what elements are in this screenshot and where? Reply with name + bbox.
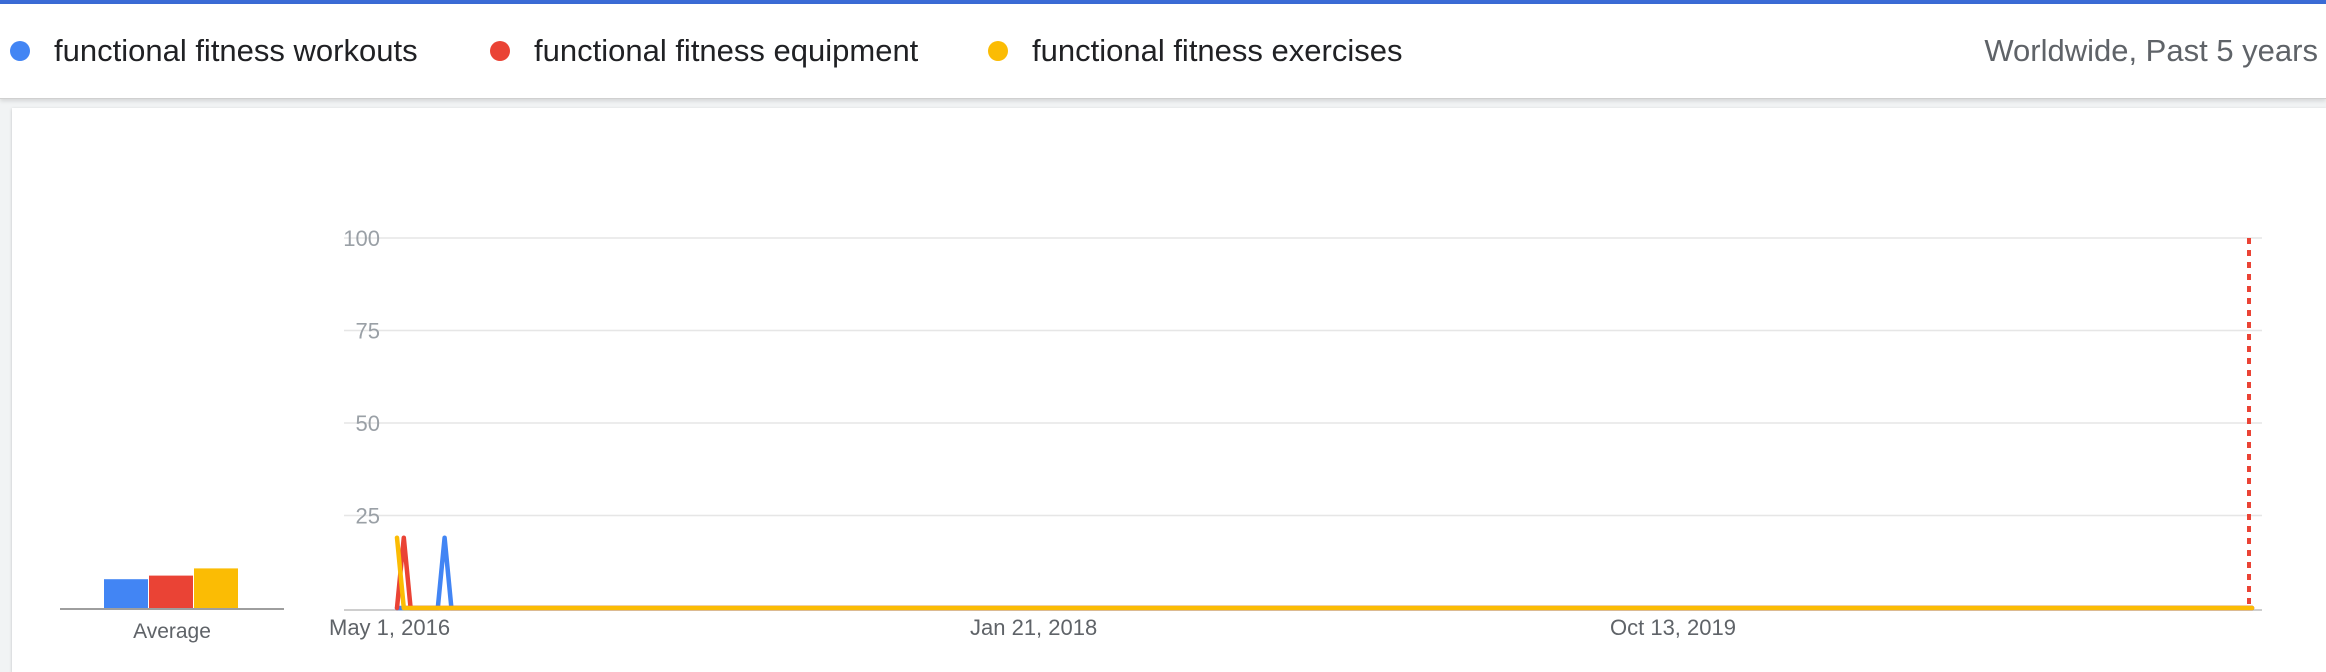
series-line-1 <box>394 535 2255 611</box>
series-line-3 <box>394 535 2255 611</box>
trend-chart: 100 75 50 25 Average May 1, 2016 Jan 21, 201… <box>60 226 2262 643</box>
series-line-2 <box>394 535 2255 611</box>
x-tick-label: Oct 13, 2019 <box>1610 615 1736 640</box>
average-bar-3 <box>194 568 238 608</box>
average-bars: Average <box>60 568 284 643</box>
legend-bar: functional fitness workouts functional f… <box>0 4 2326 99</box>
x-tick-labels: May 1, 2016 Jan 21, 2018 Oct 13, 2019 <box>329 615 1736 640</box>
yellow-dot-icon <box>988 41 1008 61</box>
y-tick-label: 25 <box>356 504 380 529</box>
legend-item-workouts[interactable]: functional fitness workouts <box>10 31 418 71</box>
average-bar-2 <box>149 575 193 608</box>
red-dot-icon <box>490 41 510 61</box>
chart-card: 100 75 50 25 Average May 1, 2016 Jan 21, 201… <box>12 108 2326 672</box>
legend-label-exercises: functional fitness exercises <box>1032 33 1403 68</box>
x-tick-label: Jan 21, 2018 <box>970 615 1097 640</box>
x-tick-label: May 1, 2016 <box>329 615 450 640</box>
series-lines <box>394 238 2255 611</box>
blue-dot-icon <box>10 41 30 61</box>
legend-item-exercises[interactable]: functional fitness exercises <box>988 31 1402 71</box>
y-tick-label: 75 <box>356 319 380 344</box>
top-accent-line <box>0 0 2326 4</box>
average-bar-1 <box>104 579 148 608</box>
average-label: Average <box>133 620 211 643</box>
legend-label-workouts: functional fitness workouts <box>54 33 418 68</box>
y-tick-label: 100 <box>343 226 380 251</box>
y-tick-labels: 100 75 50 25 <box>343 226 380 529</box>
legend-item-equipment[interactable]: functional fitness equipment <box>490 31 918 71</box>
y-tick-label: 50 <box>356 411 380 436</box>
grid-lines <box>344 237 2262 611</box>
region-time-scope[interactable]: Worldwide, Past 5 years <box>1984 33 2318 68</box>
legend-label-equipment: functional fitness equipment <box>534 33 919 68</box>
